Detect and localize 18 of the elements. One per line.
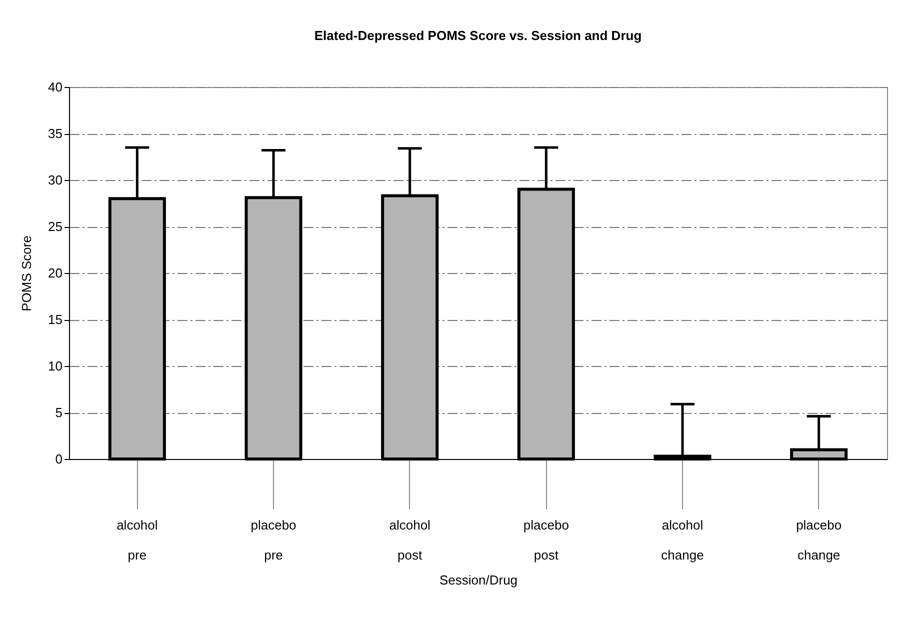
- y-tick-label: 10: [48, 358, 62, 374]
- y-axis-title: POMS Score: [19, 236, 34, 312]
- y-tick-label: 20: [48, 266, 62, 280]
- x-tick-label: placebo post: [523, 518, 569, 562]
- y-tick-label: 5: [55, 405, 62, 420]
- y-tick-label: 40: [48, 80, 62, 94]
- y-tick-label: 30: [48, 172, 62, 188]
- x-axis-title: Session/Drug: [439, 572, 518, 588]
- y-tick-label: 15: [48, 312, 62, 327]
- x-tick-label: alcohol change: [661, 518, 704, 562]
- y-tick-label: 25: [48, 219, 62, 234]
- x-tick-label: placebo change: [796, 518, 842, 562]
- y-tick-label: 0: [55, 452, 62, 466]
- x-tick-label: placebo pre: [250, 518, 296, 562]
- chart-title: Elated-Depressed POMS Score vs. Session and Drug: [314, 28, 642, 43]
- x-tick-label: alcohol post: [389, 518, 431, 562]
- y-tick-label: 35: [48, 126, 62, 141]
- x-tick-label: alcohol pre: [116, 518, 158, 562]
